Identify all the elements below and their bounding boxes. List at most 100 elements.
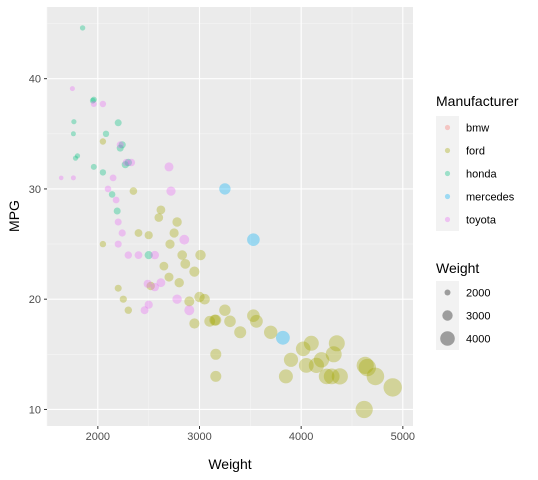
data-point-ford	[283, 352, 299, 367]
data-point-toyota	[164, 162, 174, 172]
data-point-ford	[184, 296, 195, 307]
data-point-mercedes	[247, 233, 260, 246]
data-point-ford	[156, 205, 166, 215]
data-point-toyota	[70, 175, 76, 181]
legend-label-toyota: toyota	[466, 215, 497, 227]
data-point-ford	[99, 138, 107, 145]
data-point-toyota	[116, 141, 124, 149]
size-legend-keys: 2000 3000 4000	[436, 281, 490, 350]
data-point-ford	[194, 291, 205, 303]
data-point-ford	[174, 278, 184, 288]
data-point-ford	[134, 229, 143, 237]
data-point-honda	[89, 97, 96, 104]
data-point-toyota	[172, 294, 182, 304]
data-point-honda	[113, 207, 121, 215]
legend-key-ford	[444, 147, 451, 154]
data-point-honda	[124, 158, 132, 167]
size-legend-label: 3000	[466, 311, 490, 323]
data-point-toyota	[166, 186, 176, 196]
minor-gridlines	[46, 7, 413, 426]
data-point-ford	[209, 314, 221, 326]
data-point-honda	[70, 131, 76, 137]
data-point-honda	[118, 141, 126, 149]
data-point-toyota	[118, 229, 126, 237]
data-point-toyota	[150, 282, 159, 292]
data-point-ford	[356, 356, 374, 374]
x-tick-label: 4000	[289, 431, 313, 443]
data-point-toyota	[144, 300, 153, 309]
data-point-ford	[247, 309, 260, 323]
data-point-honda	[114, 119, 122, 127]
legend-label-bmw: bmw	[466, 123, 489, 135]
data-point-ford	[331, 368, 348, 385]
data-point-ford	[195, 249, 206, 261]
data-point-ford	[169, 228, 179, 238]
data-point-ford	[383, 378, 402, 397]
legend-key-background	[436, 304, 459, 327]
data-point-ford	[204, 315, 216, 327]
y-axis-title: MPG	[6, 200, 22, 232]
data-point-ford	[165, 239, 175, 249]
data-point-toyota	[124, 251, 132, 259]
x-tick-label: 3000	[187, 431, 211, 443]
y-tick-label: 20	[29, 294, 41, 306]
y-tick-label: 30	[29, 184, 41, 196]
data-point-toyota	[112, 196, 120, 204]
legend-label-ford: ford	[466, 146, 485, 158]
data-point-ford	[328, 335, 345, 352]
legend-label-honda: honda	[466, 169, 497, 181]
legend-label-mercedes: mercedes	[466, 192, 515, 204]
data-point-honda	[116, 144, 124, 152]
data-point-honda	[74, 153, 81, 159]
color-legend-keys: bmw ford honda mercedes toyota	[436, 116, 515, 231]
legend-key-honda	[444, 170, 451, 177]
y-tick-label: 10	[29, 404, 41, 416]
data-point-toyota	[58, 175, 64, 181]
data-point-toyota	[99, 100, 107, 108]
data-point-ford	[224, 315, 236, 328]
size-legend-title: Weight	[436, 260, 479, 276]
data-point-toyota	[184, 305, 195, 316]
x-tick-label: 2000	[86, 431, 110, 443]
x-axis-ticks: 2000 3000 4000 5000	[86, 426, 415, 443]
data-point-ford	[99, 240, 107, 248]
data-point-ford	[129, 187, 138, 195]
data-point-ford	[323, 368, 340, 385]
data-point-mercedes	[276, 330, 290, 345]
data-point-toyota	[150, 250, 159, 260]
data-point-ford	[303, 335, 319, 351]
data-point-ford	[308, 357, 324, 373]
data-point-ford	[210, 314, 222, 326]
data-point-ford	[180, 259, 191, 269]
legend-key-background	[436, 185, 459, 208]
legend-key-background	[436, 162, 459, 185]
legend-key-background	[436, 327, 459, 350]
data-point-ford	[318, 368, 335, 385]
size-legend: Weight 2000 3000 4000	[436, 260, 490, 350]
data-point-ford	[295, 341, 311, 357]
data-point-toyota	[90, 101, 97, 107]
data-point-ford	[164, 272, 174, 282]
data-point-ford	[210, 348, 222, 360]
data-point-honda	[121, 161, 129, 169]
data-point-ford	[278, 369, 293, 384]
data-point-ford	[146, 281, 155, 291]
data-point-toyota	[114, 240, 122, 248]
data-point-toyota	[140, 306, 149, 315]
data-point-ford	[144, 231, 153, 240]
legend-key-bmw	[444, 124, 451, 131]
data-point-toyota	[127, 158, 136, 167]
data-point-ford	[358, 358, 376, 377]
data-point-ford	[159, 261, 169, 271]
legend-key-background	[436, 208, 459, 231]
data-point-ford	[313, 352, 330, 368]
data-point-ford	[210, 370, 222, 382]
size-legend-key	[440, 331, 455, 346]
data-point-ford	[355, 400, 373, 419]
data-point-honda	[90, 163, 97, 170]
size-legend-key	[444, 289, 451, 296]
y-axis-ticks: 10 20 30 40	[29, 74, 47, 416]
data-point-toyota	[69, 86, 75, 92]
data-point-ford	[119, 295, 127, 303]
